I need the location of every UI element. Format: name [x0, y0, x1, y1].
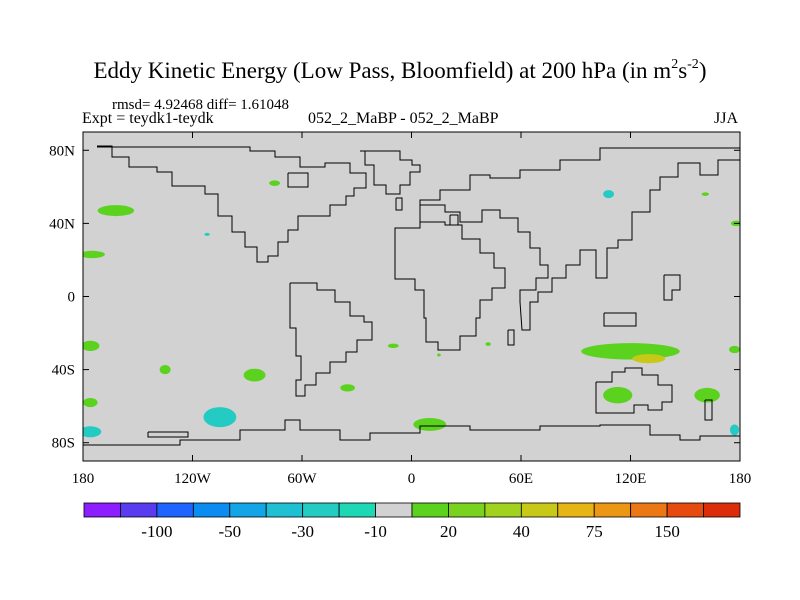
colorbar-label-6: 75: [586, 522, 603, 541]
colorbar-label-7: 150: [654, 522, 680, 541]
contour-region-0: [97, 205, 135, 217]
contour-region-5: [701, 192, 709, 196]
y-tick-label-3: 40S: [52, 363, 75, 379]
colorbar-box-6: [302, 502, 340, 518]
contour-region-3: [204, 232, 210, 236]
contour-region-2: [269, 180, 281, 186]
colorbar-box-12: [520, 502, 559, 518]
x-tick-label-5: 120E: [615, 471, 647, 487]
colorbar-box-1: [120, 502, 158, 518]
colorbar-label-3: -10: [364, 522, 387, 541]
contour-region-16: [437, 353, 441, 357]
contour-region-12: [83, 397, 98, 408]
x-tick-label-1: 120W: [174, 471, 212, 487]
contour-region-10: [340, 384, 355, 392]
colorbar-box-5: [265, 502, 304, 518]
contour-region-18: [581, 343, 680, 360]
contour-region-20: [603, 386, 633, 404]
coastline-uk: [395, 197, 403, 211]
contour-region-7: [83, 340, 100, 351]
contour-region-13: [83, 426, 102, 438]
colorbar-box-0: [83, 502, 121, 518]
colorbar-box-3: [192, 502, 231, 518]
contour-region-19: [632, 354, 666, 364]
colorbar-box-13: [557, 502, 595, 518]
x-tick-label-4: 60E: [509, 471, 533, 487]
continent-outlines: [83, 145, 740, 446]
contour-region-8: [159, 365, 171, 375]
y-tick-label-2: 0: [68, 290, 76, 306]
coastline-greenland: [360, 150, 421, 195]
contour-region-1: [83, 250, 105, 259]
axes: 180 120W 60W 0 60E 120E 180 80N 40N 0 40S 80S: [49, 132, 751, 487]
contour-region-21: [694, 387, 720, 403]
colorbar-label-1: -50: [218, 522, 241, 541]
coastline-small-island-2: [147, 431, 189, 438]
colorbar-box-8: [375, 502, 413, 518]
coastline-antarctica: [83, 419, 740, 446]
coastline-north-america: [97, 145, 367, 263]
case-label: 052_2_MaBP - 052_2_MaBP: [308, 110, 499, 127]
colorbar-box-16: [666, 502, 704, 518]
coastline-indonesia: [603, 312, 637, 327]
plot-background: [83, 132, 740, 461]
colorbar-box-7: [338, 502, 376, 518]
colorbar-label-4: 20: [440, 522, 457, 541]
coastline-scandinavia: [449, 214, 459, 226]
y-tick-label-1: 40N: [49, 216, 75, 232]
coastline-eurasia: [419, 147, 740, 331]
coastline-new-zealand: [704, 399, 713, 421]
colorbar-box-11: [484, 502, 522, 518]
colorbar-label-0: -100: [141, 522, 172, 541]
contour-region-22: [729, 345, 740, 354]
coastline-africa: [394, 221, 506, 351]
x-tick-label-3: 0: [408, 471, 416, 487]
contour-regions: [83, 180, 740, 438]
colorbar-box-17: [703, 502, 741, 518]
chart-title: Eddy Kinetic Energy (Low Pass, Bloomfiel…: [93, 57, 707, 83]
coastline-south-america: [289, 282, 373, 397]
contour-region-17: [485, 342, 491, 346]
coastline-japan: [663, 274, 681, 301]
contour-region-14: [203, 407, 237, 428]
y-tick-label-0: 80N: [49, 143, 75, 159]
expt-label: Expt = teydk1-teydk: [82, 110, 214, 127]
coastline-australia: [595, 367, 673, 414]
colorbar-box-14: [593, 502, 632, 518]
contour-region-4: [603, 190, 615, 199]
colorbar-box-4: [229, 502, 267, 518]
colorbar-box-2: [156, 502, 194, 518]
colorbar-label-5: 40: [513, 522, 530, 541]
coastline-madagascar: [507, 329, 515, 346]
x-tick-label-6: 180: [729, 471, 752, 487]
contour-region-11: [387, 343, 399, 349]
colorbar-label-2: -30: [291, 522, 314, 541]
stats-label: rmsd= 4.92468 diff= 1.61048: [112, 97, 290, 113]
contour-region-9: [243, 368, 266, 382]
colorbar-box-10: [448, 502, 486, 518]
y-tick-label-4: 80S: [52, 436, 75, 452]
colorbar: -100 -50 -30 -10 20 40 75 150: [83, 502, 741, 541]
season-label: JJA: [714, 110, 739, 127]
contour-region-23: [729, 424, 740, 436]
x-tick-label-0: 180: [72, 471, 95, 487]
coastline-small-island-1: [287, 172, 309, 188]
contour-region-15: [413, 418, 447, 431]
colorbar-box-15: [630, 502, 668, 518]
colorbar-box-9: [411, 502, 449, 518]
x-tick-label-2: 60W: [287, 471, 317, 487]
